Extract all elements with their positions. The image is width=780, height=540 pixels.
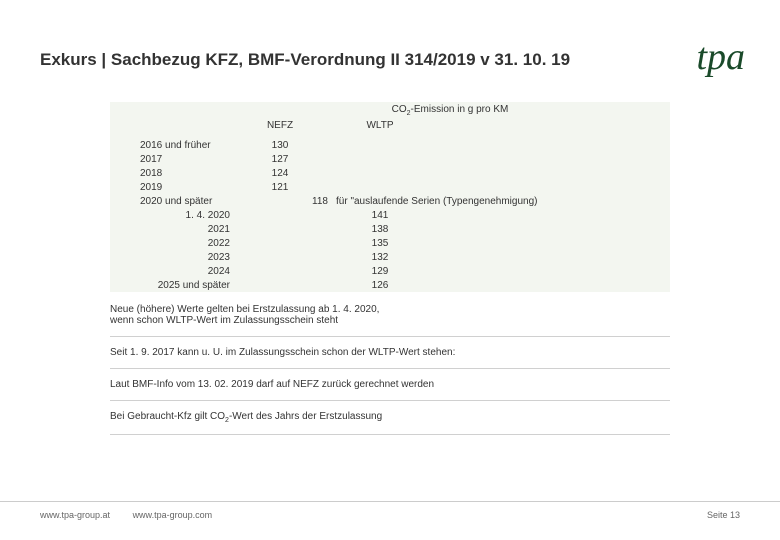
table-row: 2018 124 [110, 166, 670, 180]
col-header-wltp: WLTP [330, 118, 430, 132]
note-block: Laut BMF-Info vom 13. 02. 2019 darf auf … [110, 369, 670, 401]
note-block: Bei Gebraucht-Kfz gilt CO2-Wert des Jahr… [110, 401, 670, 435]
table-row: 2016 und früher 130 [110, 138, 670, 152]
table-row: 2023 132 [110, 250, 670, 264]
footer-url: www.tpa-group.com [133, 510, 213, 520]
tpa-logo: tpa [696, 42, 745, 72]
table-row: 2025 und später 126 [110, 278, 670, 292]
table-row: 2022 135 [110, 236, 670, 250]
table-row: 2017 127 [110, 152, 670, 166]
slide-header: Exkurs | Sachbezug KFZ, BMF-Verordnung I… [40, 50, 740, 72]
table-row: 1. 4. 2020 141 [110, 208, 670, 222]
table-row: 2024 129 [110, 264, 670, 278]
table-title: CO2-Emission in g pro KM [230, 102, 670, 118]
note-block: Seit 1. 9. 2017 kann u. U. im Zulassungs… [110, 337, 670, 369]
note-block: Neue (höhere) Werte gelten bei Erstzulas… [110, 304, 670, 337]
table-row: 2020 und später 118 für "auslaufende Ser… [110, 194, 670, 208]
page-number: Seite 13 [707, 510, 740, 520]
notes-section: Neue (höhere) Werte gelten bei Erstzulas… [110, 304, 670, 435]
table-row: 2019 121 [110, 180, 670, 194]
page-title: Exkurs | Sachbezug KFZ, BMF-Verordnung I… [40, 50, 570, 70]
footer-url: www.tpa-group.at [40, 510, 110, 520]
col-header-nefz: NEFZ [230, 118, 330, 132]
table-row: 2021 138 [110, 222, 670, 236]
emissions-table: CO2-Emission in g pro KM NEFZ WLTP 2016 … [110, 102, 670, 292]
slide-footer: www.tpa-group.at www.tpa-group.com Seite… [0, 501, 780, 520]
